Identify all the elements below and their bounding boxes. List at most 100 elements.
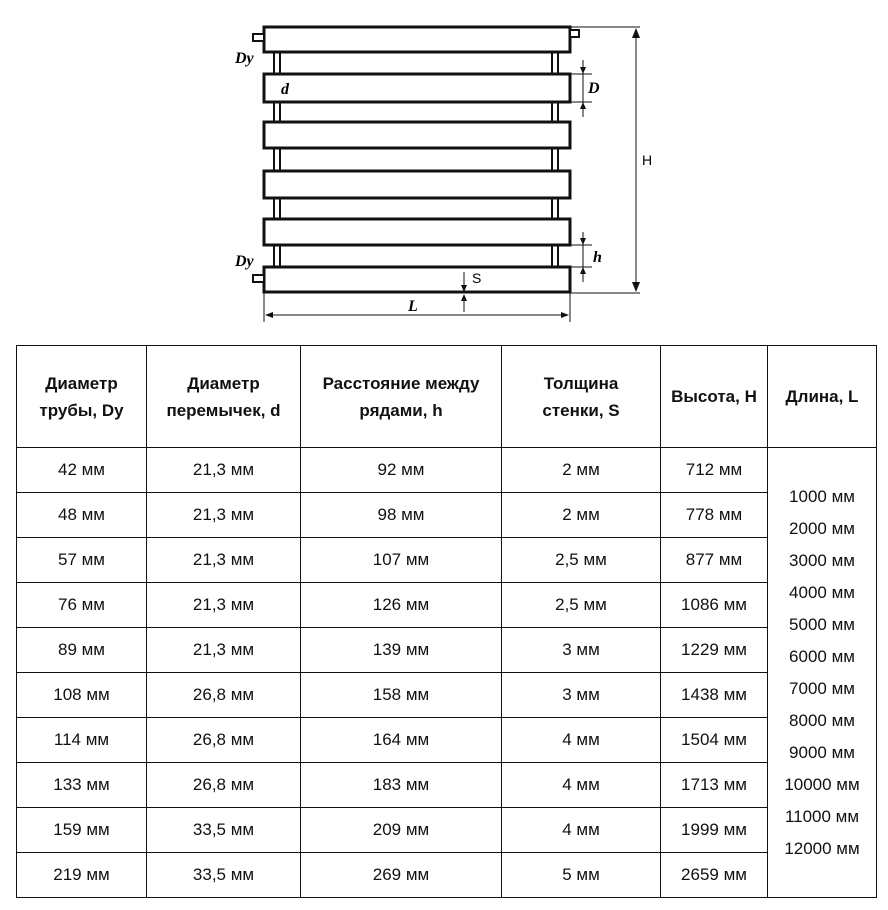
table-cell: 126 мм [300, 582, 502, 628]
table-cell: 92 мм [300, 447, 502, 493]
table-cell: 42 мм [16, 447, 147, 493]
label-dy-top: Dy [234, 50, 255, 67]
table-row: 219 мм 33,5 мм 269 мм 5 мм 2659 мм [16, 852, 877, 898]
table-row: 159 мм 33,5 мм 209 мм 4 мм 1999 мм [16, 807, 877, 853]
table-cell: 33,5 мм [146, 852, 301, 898]
length-option: 1000 мм [789, 486, 855, 506]
table-cell: 21,3 мм [146, 447, 301, 493]
table-cell: 2,5 мм [501, 582, 661, 628]
table-cell: 26,8 мм [146, 672, 301, 718]
header-line: перемычек, d [166, 400, 281, 420]
column-header: Высота, H [660, 345, 768, 448]
table-cell: 2 мм [501, 447, 661, 493]
table-row: 108 мм 26,8 мм 158 мм 3 мм 1438 мм [16, 672, 877, 718]
table-cell: 133 мм [16, 762, 147, 808]
table-cell: 76 мм [16, 582, 147, 628]
length-options-cell: 1000 мм 2000 мм 3000 мм 4000 мм 5000 мм 6000 … [767, 447, 877, 898]
table-cell: 48 мм [16, 492, 147, 538]
pipe-row [262, 169, 572, 200]
table-cell: 1438 мм [660, 672, 768, 718]
pipe-row [262, 72, 572, 104]
table-cell: 1713 мм [660, 762, 768, 808]
connector [273, 147, 281, 172]
connector [273, 244, 281, 268]
table-cell: 5 мм [501, 852, 661, 898]
connector [551, 147, 559, 172]
table-cell: 712 мм [660, 447, 768, 493]
table-row: 48 мм 21,3 мм 98 мм 2 мм 778 мм [16, 492, 877, 538]
table-cell: 21,3 мм [146, 492, 301, 538]
connector [273, 197, 281, 220]
table-cell: 269 мм [300, 852, 502, 898]
label-L: L [407, 298, 418, 315]
label-h: h [593, 249, 602, 266]
table-cell: 21,3 мм [146, 537, 301, 583]
inlet-nozzle [252, 274, 265, 283]
pipe-row [262, 25, 572, 54]
table-cell: 57 мм [16, 537, 147, 583]
table-cell: 2 мм [501, 492, 661, 538]
length-option: 8000 мм [789, 710, 855, 730]
table-cell: 89 мм [16, 627, 147, 673]
table-cell: 209 мм [300, 807, 502, 853]
label-D: D [587, 80, 600, 97]
table-cell: 1504 мм [660, 717, 768, 763]
label-S: S [472, 270, 481, 286]
column-header: Длина, L [767, 345, 877, 448]
length-option: 7000 мм [789, 678, 855, 698]
table-cell: 2,5 мм [501, 537, 661, 583]
label-H: H [642, 152, 652, 168]
header-line: Расстояние между [322, 373, 480, 393]
table-cell: 158 мм [300, 672, 502, 718]
table-cell: 1999 мм [660, 807, 768, 853]
table-cell: 3 мм [501, 627, 661, 673]
table-row: 133 мм 26,8 мм 183 мм 4 мм 1713 мм [16, 762, 877, 808]
label-dy-bottom: Dy [234, 253, 255, 270]
column-header: Диаметр перемычек, d [146, 345, 301, 448]
connector [551, 244, 559, 268]
table-cell: 164 мм [300, 717, 502, 763]
table-row: 114 мм 26,8 мм 164 мм 4 мм 1504 мм [16, 717, 877, 763]
pipe-row [262, 265, 572, 294]
column-header: Толщина стенки, S [501, 345, 661, 448]
table-cell: 3 мм [501, 672, 661, 718]
table-cell: 219 мм [16, 852, 147, 898]
length-option: 11000 мм [784, 806, 860, 826]
length-option: 3000 мм [789, 550, 855, 570]
table-cell: 877 мм [660, 537, 768, 583]
table-cell: 33,5 мм [146, 807, 301, 853]
table-cell: 139 мм [300, 627, 502, 673]
length-option: 6000 мм [789, 646, 855, 666]
table-cell: 1229 мм [660, 627, 768, 673]
table-cell: 26,8 мм [146, 717, 301, 763]
table-row: 57 мм 21,3 мм 107 мм 2,5 мм 877 мм [16, 537, 877, 583]
table-cell: 21,3 мм [146, 627, 301, 673]
table-cell: 4 мм [501, 807, 661, 853]
table-row: 42 мм 21,3 мм 92 мм 2 мм 712 мм 1000 мм 2000 м… [16, 447, 877, 898]
table-cell: 21,3 мм [146, 582, 301, 628]
table-row: 89 мм 21,3 мм 139 мм 3 мм 1229 мм [16, 627, 877, 673]
length-option: 12000 мм [784, 838, 860, 858]
table-cell: 107 мм [300, 537, 502, 583]
inlet-nozzle [252, 33, 265, 42]
table-cell: 183 мм [300, 762, 502, 808]
length-option: 4000 мм [789, 582, 855, 602]
register-diagram: Dy Dy d D H h S L [234, 25, 652, 322]
table-cell: 26,8 мм [146, 762, 301, 808]
header-line: трубы, Dy [39, 400, 124, 420]
length-option: 5000 мм [789, 614, 855, 634]
table-cell: 1086 мм [660, 582, 768, 628]
connector [551, 101, 559, 123]
table-cell: 4 мм [501, 762, 661, 808]
connector [551, 197, 559, 220]
header-line: Диаметр [45, 373, 118, 393]
length-option: 2000 мм [789, 518, 855, 538]
table-cell: 114 мм [16, 717, 147, 763]
outlet-nozzle [569, 29, 580, 38]
table-cell: 778 мм [660, 492, 768, 538]
column-header: Расстояние между рядами, h [300, 345, 502, 448]
pipe-row [262, 217, 572, 247]
table-cell: 108 мм [16, 672, 147, 718]
header-line: Толщина [543, 373, 619, 393]
pipe-row [262, 120, 572, 150]
